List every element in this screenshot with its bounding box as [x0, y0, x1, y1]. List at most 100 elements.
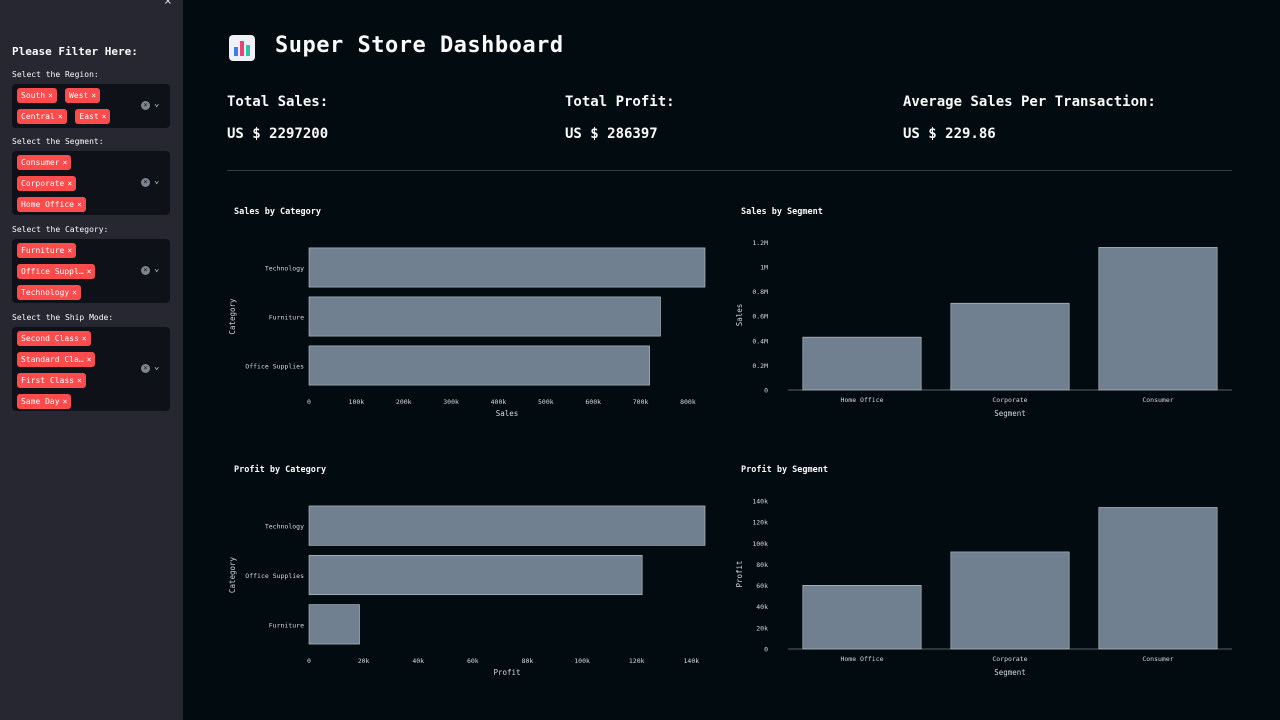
filter-label: Select the Region:	[12, 70, 99, 79]
remove-tag-icon[interactable]: ×	[101, 112, 107, 121]
bar-chart-icon	[229, 35, 255, 61]
y-tick-label: 0.8M	[752, 288, 768, 296]
chart-title-sales-by-segment: Sales by Segment	[741, 207, 823, 217]
multiselect-filter[interactable]: Consumer × Corporate × Home Office × × ⌄	[12, 151, 170, 215]
remove-tag-icon[interactable]: ×	[67, 246, 73, 255]
x-tick-label: 200k	[396, 398, 412, 406]
close-sidebar-icon[interactable]: ×	[164, 0, 172, 9]
tag-label: Furniture	[21, 246, 65, 255]
remove-tag-icon[interactable]: ×	[67, 179, 73, 188]
chevron-down-icon[interactable]: ⌄	[154, 99, 160, 109]
y-tick-label: 60k	[756, 582, 768, 590]
chevron-down-icon[interactable]: ⌄	[154, 176, 160, 186]
tag-label: First Class	[21, 376, 74, 385]
filter-tag[interactable]: Same Day ×	[17, 394, 72, 409]
remove-tag-icon[interactable]: ×	[62, 158, 68, 167]
filter-tag[interactable]: Standard Cla… ×	[17, 352, 96, 367]
chevron-down-icon[interactable]: ⌄	[154, 362, 160, 372]
remove-tag-icon[interactable]: ×	[86, 267, 92, 276]
clear-all-icon[interactable]: ×	[141, 364, 150, 373]
bar	[950, 302, 1070, 391]
bar	[308, 345, 650, 386]
clear-all-icon[interactable]: ×	[141, 101, 150, 110]
y-tick-label: 1M	[760, 264, 768, 272]
y-tick-label: Technology	[265, 265, 304, 273]
filter-tag[interactable]: West ×	[65, 88, 101, 103]
y-tick-label: 20k	[756, 624, 768, 632]
x-tick-label: 400k	[491, 398, 507, 406]
y-tick-label: 0.2M	[752, 362, 768, 370]
remove-tag-icon[interactable]: ×	[48, 91, 53, 100]
page-title: Super Store Dashboard	[275, 33, 564, 58]
filter-tag[interactable]: Technology ×	[17, 285, 81, 300]
x-axis-label: Profit	[493, 668, 520, 677]
x-tick-label: Home Office	[840, 396, 883, 404]
remove-tag-icon[interactable]: ×	[81, 334, 87, 343]
x-axis-label: Segment	[994, 409, 1026, 418]
y-tick-label: Technology	[265, 523, 304, 531]
chart-title-sales-by-category: Sales by Category	[234, 207, 321, 217]
multiselect-filter[interactable]: Second Class × Standard Cla… × First Class × S…	[12, 327, 170, 411]
y-tick-label: Office Supplies	[245, 572, 304, 580]
x-tick-label: 80k	[522, 657, 534, 665]
filter-tag[interactable]: Office Suppl… ×	[17, 264, 96, 279]
x-tick-label: 120k	[629, 657, 645, 665]
tag-label: Standard Cla…	[21, 355, 84, 364]
y-tick-label: Furniture	[269, 314, 304, 322]
bar	[308, 505, 706, 546]
y-axis-label: Category	[228, 298, 237, 335]
remove-tag-icon[interactable]: ×	[72, 288, 77, 297]
bar	[1098, 507, 1218, 650]
y-tick-label: 0.6M	[752, 313, 768, 321]
chart-title-profit-by-category: Profit by Category	[234, 465, 327, 475]
x-tick-label: Corporate	[992, 655, 1027, 663]
bar	[308, 604, 360, 645]
filter-tag[interactable]: First Class ×	[17, 373, 86, 388]
total-sales-value: US $ 2297200	[227, 126, 329, 142]
tag-label: East	[79, 112, 99, 121]
filter-tag[interactable]: South ×	[17, 88, 57, 103]
x-tick-label: 100k	[349, 398, 365, 406]
filter-tag[interactable]: East ×	[75, 109, 111, 124]
tag-label: Central	[21, 112, 55, 121]
remove-tag-icon[interactable]: ×	[76, 200, 82, 209]
y-tick-label: 0	[764, 387, 768, 395]
filter-tag[interactable]: Central ×	[17, 109, 67, 124]
bar	[1098, 247, 1218, 391]
x-tick-label: Consumer	[1142, 396, 1173, 404]
y-axis-label: Profit	[735, 560, 744, 587]
remove-tag-icon[interactable]: ×	[76, 376, 82, 385]
filter-tag[interactable]: Corporate ×	[17, 176, 77, 191]
avg-sales-value: US $ 229.86	[903, 126, 996, 142]
filter-tag[interactable]: Second Class ×	[17, 331, 91, 346]
x-tick-label: Corporate	[992, 396, 1027, 404]
sidebar-title: Please Filter Here:	[12, 45, 138, 58]
chevron-down-icon[interactable]: ⌄	[154, 264, 160, 274]
clear-all-icon[interactable]: ×	[141, 178, 150, 187]
x-axis-label: Sales	[496, 409, 519, 418]
total-sales-label: Total Sales:	[227, 94, 329, 110]
filter-tag[interactable]: Furniture ×	[17, 243, 77, 258]
multiselect-filter[interactable]: South × West × Central × East × × ⌄	[12, 84, 170, 128]
filter-tag[interactable]: Home Office ×	[17, 197, 86, 212]
x-tick-label: 700k	[633, 398, 649, 406]
remove-tag-icon[interactable]: ×	[91, 91, 97, 100]
x-tick-label: 20k	[358, 657, 370, 665]
bar	[950, 551, 1070, 650]
bar	[802, 336, 922, 391]
remove-tag-icon[interactable]: ×	[86, 355, 92, 364]
x-tick-label: 0	[307, 657, 311, 665]
y-tick-label: 0	[764, 646, 768, 654]
total-profit-label: Total Profit:	[565, 94, 675, 110]
clear-all-icon[interactable]: ×	[141, 266, 150, 275]
remove-tag-icon[interactable]: ×	[57, 112, 63, 121]
remove-tag-icon[interactable]: ×	[62, 397, 68, 406]
y-tick-label: Furniture	[269, 621, 304, 629]
tag-label: Technology	[21, 288, 70, 297]
chart-title-profit-by-segment: Profit by Segment	[741, 465, 828, 475]
y-tick-label: 1.2M	[752, 239, 768, 247]
multiselect-filter[interactable]: Furniture × Office Suppl… × Technology × × ⌄	[12, 239, 170, 303]
avg-sales-label: Average Sales Per Transaction:	[903, 94, 1156, 110]
tag-label: Second Class	[21, 334, 79, 343]
filter-tag[interactable]: Consumer ×	[17, 155, 72, 170]
